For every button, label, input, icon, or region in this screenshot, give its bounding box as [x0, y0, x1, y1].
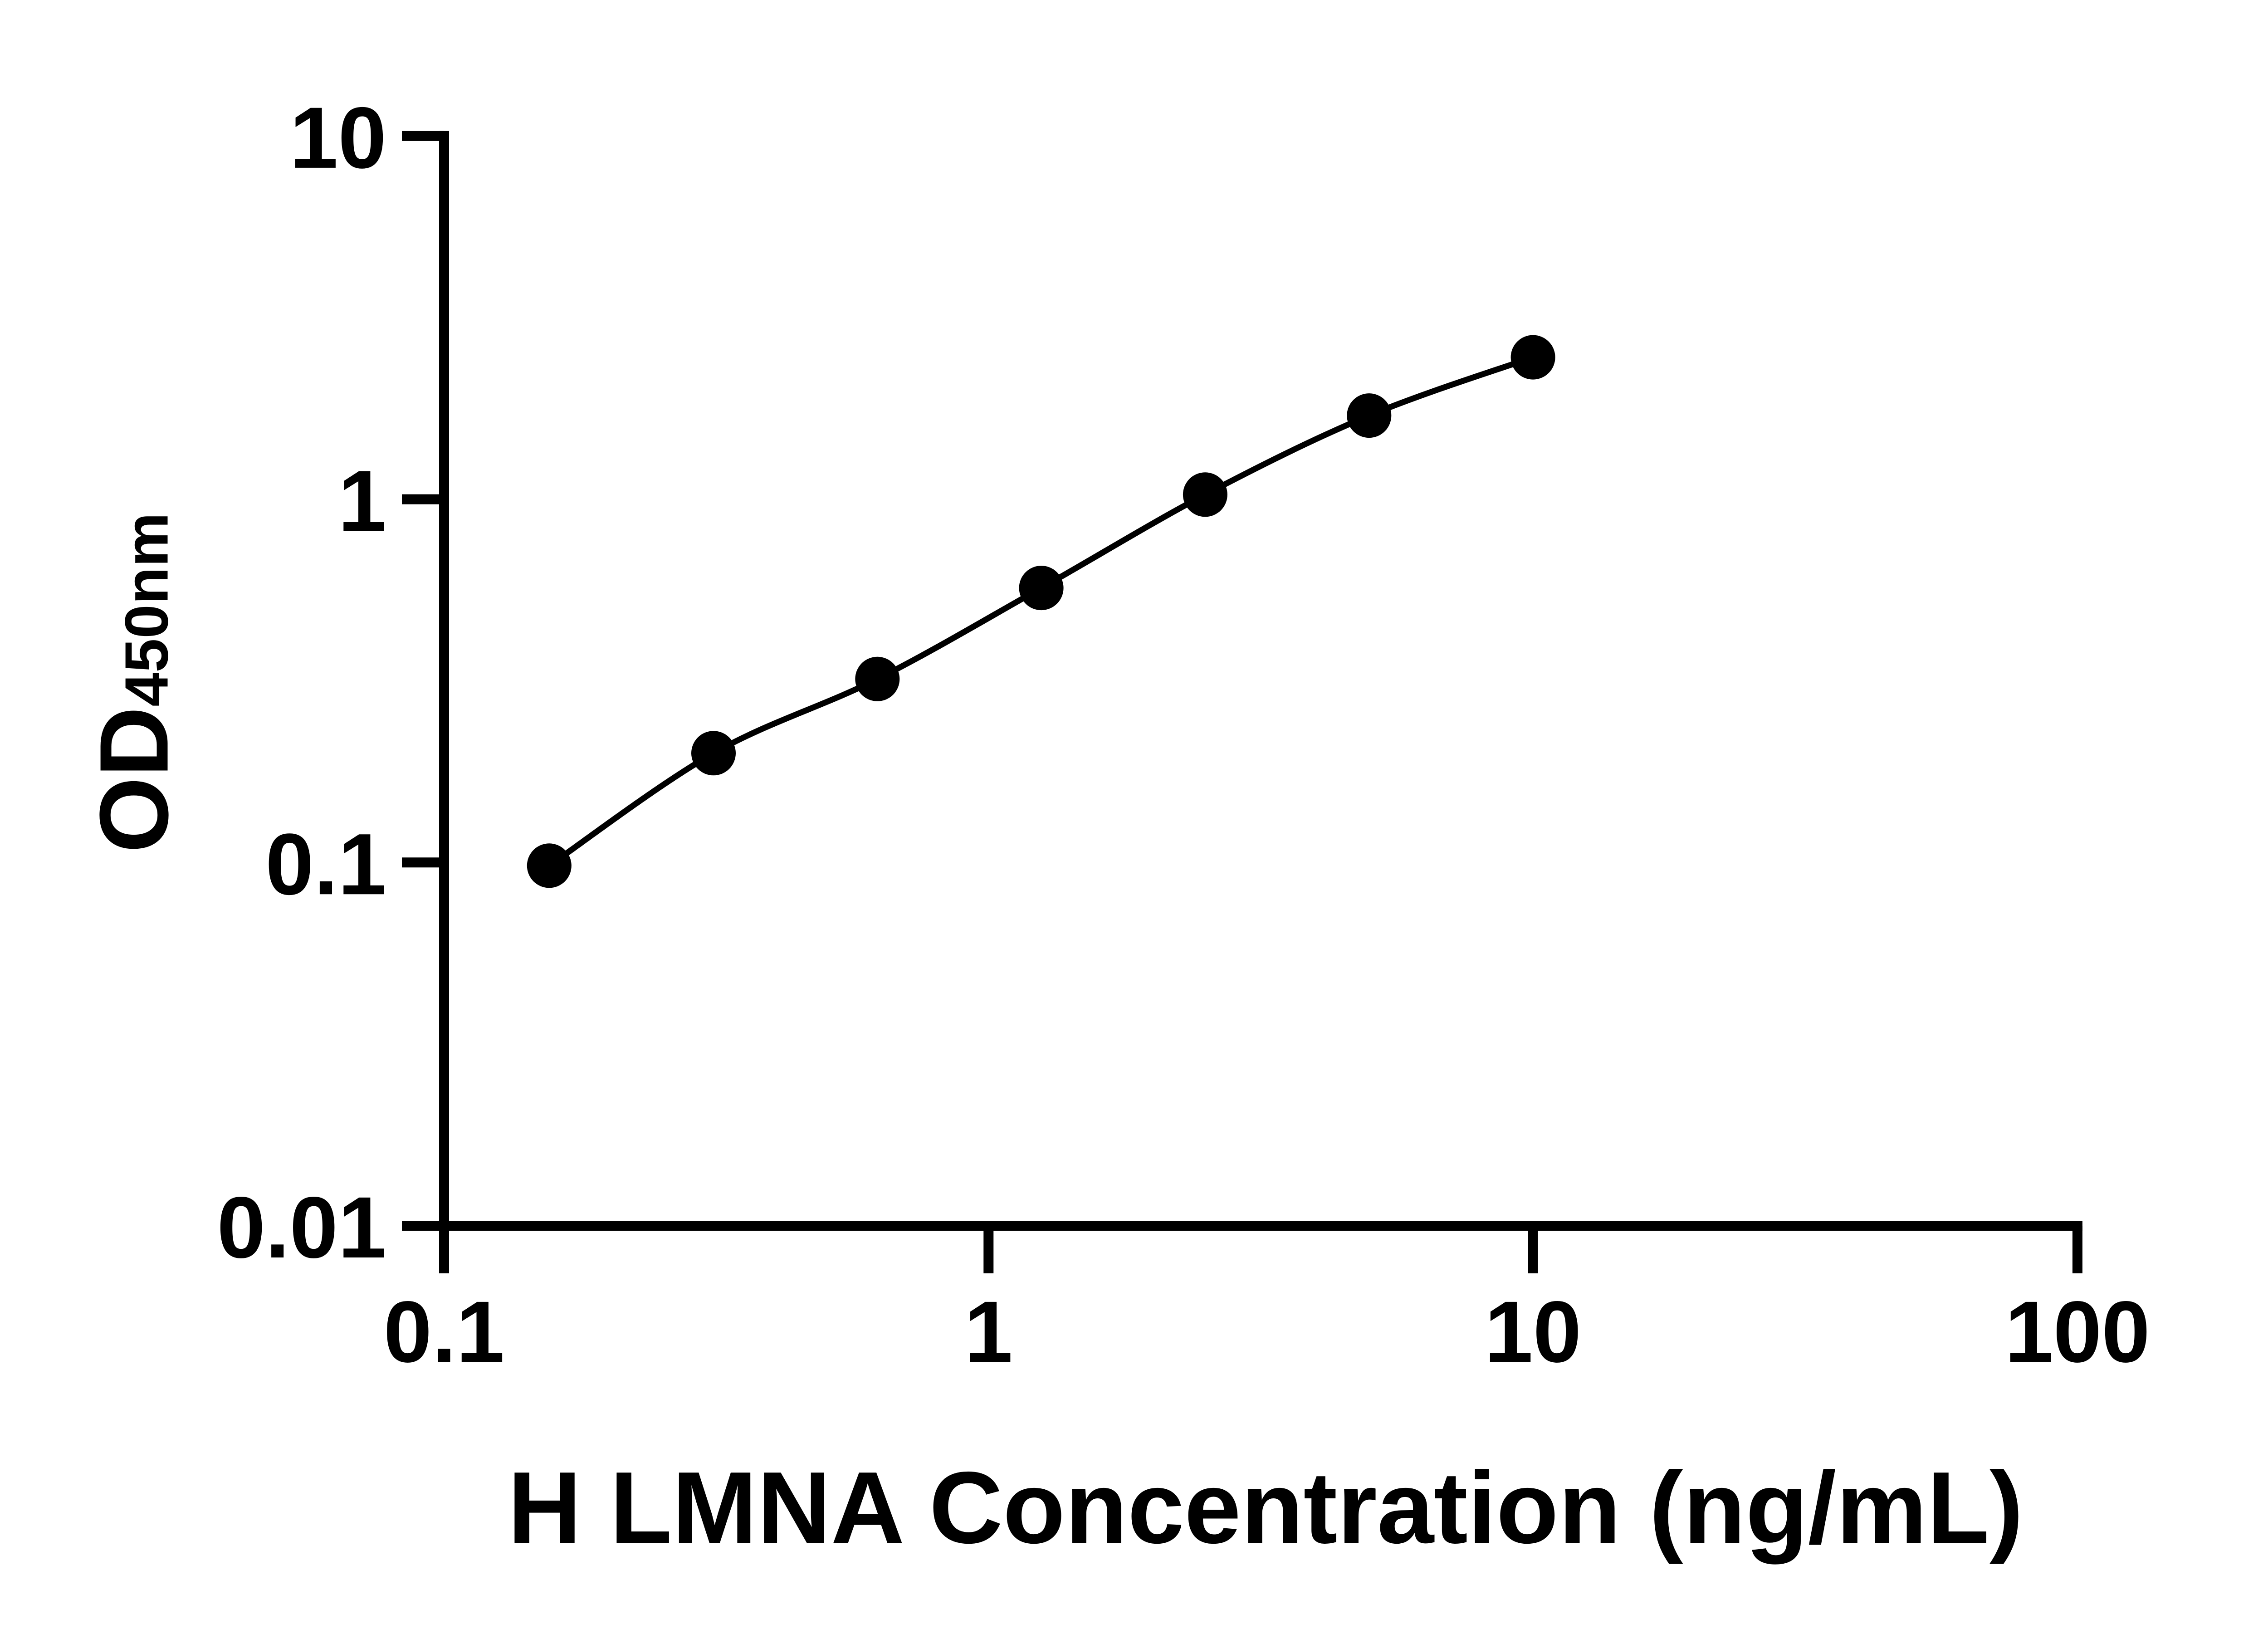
x-tick-label: 100 — [2005, 1283, 2150, 1380]
x-tick-label: 1 — [964, 1283, 1013, 1380]
axes-group — [402, 131, 2082, 1273]
data-point-marker — [527, 843, 572, 888]
x-axis-title: H LMNA Concentration (ng/mL) — [508, 1450, 2024, 1565]
data-point-marker — [1183, 472, 1227, 517]
y-tick-label: 0.1 — [265, 815, 386, 913]
y-tick-label: 1 — [338, 452, 386, 550]
series-group — [527, 335, 1555, 888]
data-point-marker — [1347, 393, 1392, 438]
y-tick-label: 0.01 — [217, 1179, 386, 1276]
y-axis-title: OD450nm — [79, 512, 189, 853]
y-tick-label: 10 — [289, 89, 386, 186]
x-tick-label: 10 — [1485, 1283, 1582, 1380]
data-point-marker — [1019, 566, 1064, 611]
y-axis-title-subscript: 450nm — [112, 512, 181, 707]
data-point-marker — [855, 656, 900, 701]
x-tick-label: 0.1 — [384, 1283, 505, 1380]
standard-curve-line — [547, 354, 1534, 868]
data-point-marker — [1510, 335, 1555, 380]
data-point-marker — [691, 731, 736, 776]
y-axis-title-main: OD — [79, 706, 189, 853]
